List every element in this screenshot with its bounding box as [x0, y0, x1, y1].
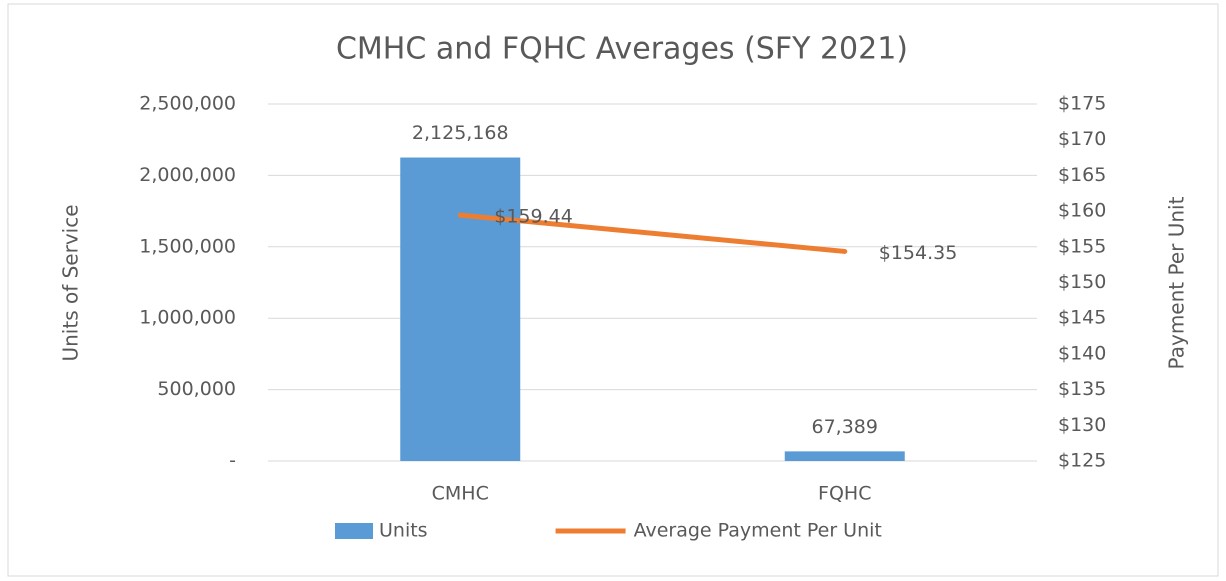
- y-tick-label: 2,500,000: [139, 93, 236, 115]
- chart-title: CMHC and FQHC Averages (SFY 2021): [336, 32, 908, 67]
- y-tick-label: 500,000: [157, 378, 236, 400]
- y-tick-label: 1,500,000: [139, 235, 236, 257]
- legend-swatch: [335, 523, 373, 539]
- legend-label: Average Payment Per Unit: [634, 520, 882, 542]
- chart-frame: [7, 3, 1219, 577]
- bar-value-label: 67,389: [812, 416, 878, 438]
- line-value-label: $159.44: [494, 206, 573, 228]
- y2-tick-label: $140: [1058, 342, 1106, 364]
- bar-value-label: 2,125,168: [412, 122, 509, 144]
- legend-label: Units: [379, 520, 428, 542]
- y2-tick-label: $160: [1058, 200, 1106, 222]
- y2-tick-label: $130: [1058, 414, 1106, 436]
- x-tick-label: CMHC: [432, 483, 489, 505]
- x-tick-label: FQHC: [818, 483, 871, 505]
- y2-tick-label: $135: [1058, 378, 1106, 400]
- y2-tick-label: $175: [1058, 93, 1106, 115]
- line: [457, 212, 848, 254]
- y2-tick-label: $145: [1058, 307, 1106, 329]
- y2-tick-label: $170: [1058, 128, 1106, 150]
- y2-tick-label: $125: [1058, 450, 1106, 472]
- y2-tick-label: $150: [1058, 271, 1106, 293]
- line-value-label: $154.35: [879, 242, 958, 264]
- y2-axis-label: Payment Per Unit: [1165, 196, 1189, 369]
- y2-tick-label: $155: [1058, 235, 1106, 257]
- bar: [784, 451, 905, 461]
- y-tick-label: -: [229, 450, 236, 472]
- bar: [400, 157, 521, 462]
- y-tick-label: 2,000,000: [139, 164, 236, 186]
- y-tick-label: 1,000,000: [139, 307, 236, 329]
- y-axis-label: Units of Service: [59, 204, 83, 361]
- y2-tick-label: $165: [1058, 164, 1106, 186]
